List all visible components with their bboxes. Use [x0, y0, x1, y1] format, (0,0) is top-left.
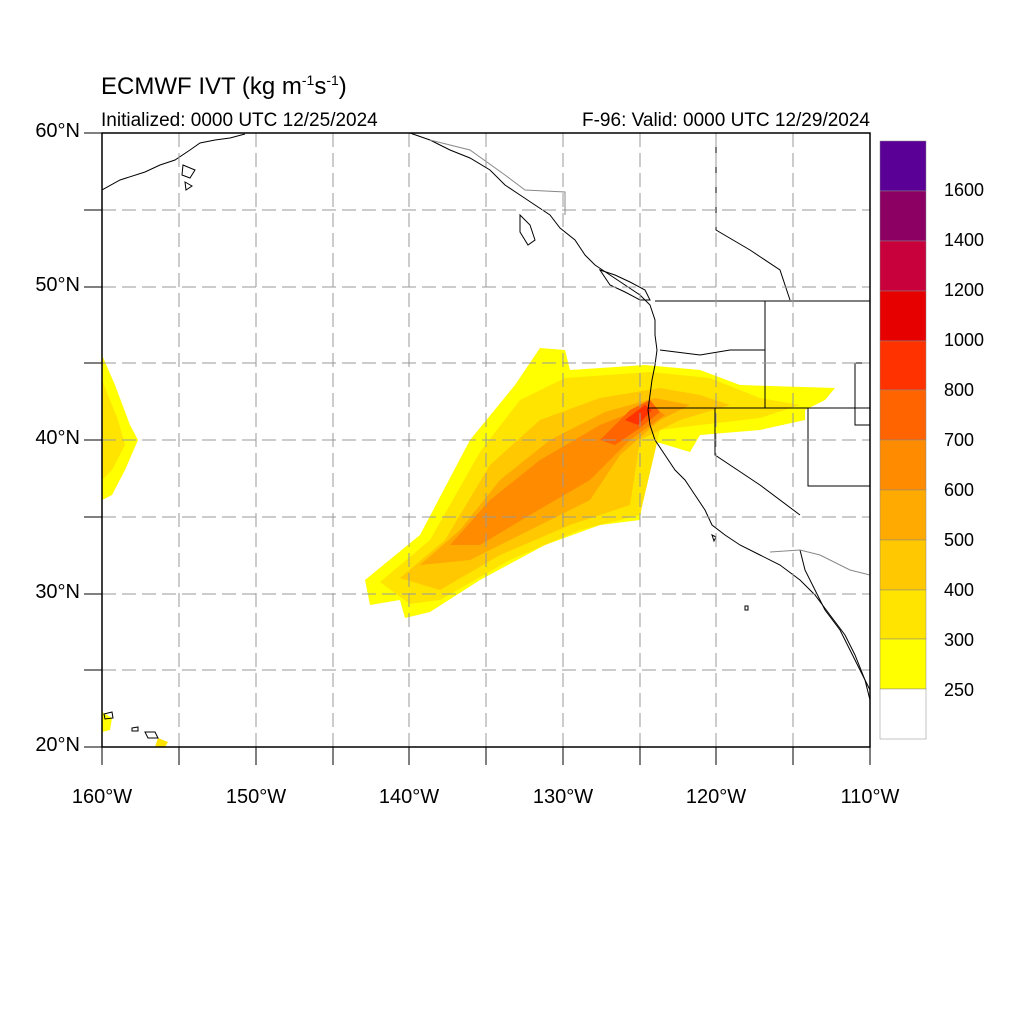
- us-mexico-border: [769, 549, 870, 576]
- map-title-units: (kg m-1s-1): [241, 72, 347, 100]
- lon-label-120w: 120°W: [685, 786, 747, 808]
- lat-label-50: 50°N: [35, 274, 80, 296]
- colorbar-swatch-250: [879, 638, 927, 690]
- montana-border: [715, 133, 791, 301]
- lon-label-160w: 160°W: [71, 786, 133, 808]
- utah-border: [854, 362, 870, 426]
- map-title-text: ECMWF IVT: [101, 73, 236, 100]
- california-nevada-border: [714, 408, 801, 516]
- graticule: [102, 133, 870, 747]
- colorbar-label-700: 700: [944, 430, 975, 450]
- hawaii-islands: [103, 711, 159, 739]
- colorbar-swatch-400: [879, 539, 927, 591]
- baja-islands: [711, 534, 749, 611]
- ivt-plume-800: [625, 405, 652, 425]
- colorbar: [879, 140, 927, 740]
- lon-label-130w: 130°W: [532, 786, 594, 808]
- colorbar-label-800: 800: [944, 380, 975, 400]
- colorbar-swatch-1200: [879, 240, 927, 292]
- valid-time: F-96: Valid: 0000 UTC 12/29/2024: [582, 110, 870, 131]
- colorbar-swatch-1000: [879, 290, 927, 342]
- ivt-hawaii: [102, 712, 112, 732]
- colorbar-swatch-800: [879, 340, 927, 391]
- initialized-time: Initialized: 0000 UTC 12/25/2024: [101, 110, 378, 131]
- haida-gwaii: [519, 213, 536, 246]
- axis-ticks: [84, 132, 871, 765]
- lon-label-110w: 110°W: [840, 786, 900, 808]
- lon-label-150w: 150°W: [225, 786, 287, 808]
- colorbar-swatch-300: [879, 589, 927, 640]
- alaska-coast: [102, 133, 246, 191]
- ivt-hawaii-2: [155, 738, 168, 747]
- lon-label-140w: 140°W: [378, 786, 440, 808]
- alaska-islands: [181, 164, 196, 191]
- colorbar-swatch-1600: [879, 140, 927, 192]
- colorbar-swatch-below: [879, 688, 927, 740]
- colorbar-label-300: 300: [944, 630, 975, 650]
- lat-label-30: 30°N: [35, 581, 80, 603]
- lat-label-40: 40°N: [35, 427, 80, 449]
- baja-coast: [799, 549, 870, 691]
- nevada-utah-border: [807, 408, 870, 487]
- colorbar-label-1600: 1600: [944, 180, 985, 200]
- alaska-canada-border: [429, 139, 566, 215]
- colorbar-swatch-700: [879, 389, 927, 441]
- lat-label-20: 20°N: [35, 734, 80, 756]
- colorbar-label-250: 250: [944, 680, 975, 700]
- map-title: ECMWF IVT (kg m-1s-1): [101, 72, 347, 101]
- ivt-west-edge-inner: [102, 380, 125, 480]
- colorbar-label-500: 500: [944, 530, 975, 550]
- colorbar-swatch-500: [879, 489, 927, 541]
- se-alaska-bc-coast: [409, 133, 870, 701]
- colorbar-label-400: 400: [944, 580, 975, 600]
- washington-oregon-border: [659, 349, 765, 356]
- colorbar-label-600: 600: [944, 480, 975, 500]
- colorbar-label-1200: 1200: [944, 280, 985, 300]
- colorbar-label-1000: 1000: [944, 330, 985, 350]
- colorbar-swatch-600: [879, 439, 927, 491]
- lat-label-60: 60°N: [35, 120, 80, 142]
- political-borders: [429, 133, 870, 576]
- colorbar-label-1400: 1400: [944, 230, 985, 250]
- colorbar-swatch-1400: [879, 190, 927, 242]
